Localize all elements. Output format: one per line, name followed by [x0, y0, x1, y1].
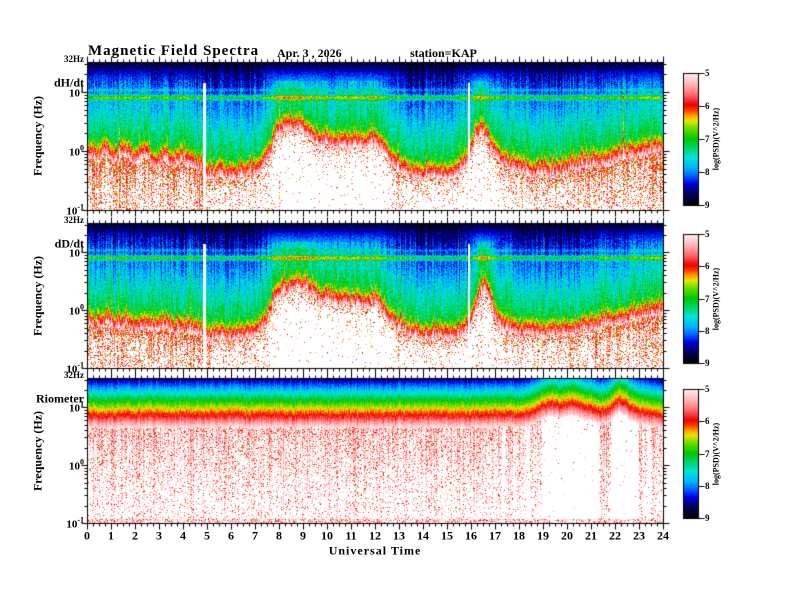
panel-label: dH/dt: [53, 75, 84, 90]
x-tick-label: 12: [369, 528, 381, 543]
station-label: station=KAP: [410, 46, 477, 60]
y-tick-base: 10: [66, 518, 78, 531]
x-tick-label: 3: [156, 528, 162, 543]
colorbar-tick-label: -7: [702, 448, 710, 459]
x-tick-label: 16: [465, 528, 477, 543]
y-tick-exp: 0: [80, 457, 84, 467]
colorbar-unit-label: log(PSD)(V^2/Hz): [711, 267, 721, 330]
y-tick-base: 10: [69, 402, 80, 415]
y-tick-base: 10: [69, 460, 80, 473]
colorbar-tick-label: -7: [702, 293, 710, 304]
x-tick-label: 7: [252, 528, 258, 543]
y-tick-label: 101: [69, 400, 84, 415]
y-tick-label: 101: [69, 245, 84, 260]
x-tick-label: 0: [84, 528, 90, 543]
x-tick-label: 5: [204, 528, 210, 543]
y-tick-exp: -1: [77, 360, 84, 370]
x-tick-label: 10: [321, 528, 333, 543]
colorbar-tick-label: -5: [702, 68, 710, 78]
x-tick-label: 13: [393, 528, 405, 543]
freq-top-label: 32Hz: [64, 370, 84, 380]
y-tick-label: 100: [69, 458, 84, 473]
x-tick-label: 17: [489, 528, 501, 543]
x-tick-label: 23: [633, 528, 645, 543]
y-axis-title: Frequency (Hz): [30, 410, 45, 491]
colorbar-tick-label: -6: [702, 261, 710, 272]
y-tick-base: 10: [66, 363, 78, 376]
y-tick-label: 101: [69, 85, 84, 100]
y-tick-label: 100: [69, 303, 84, 318]
x-tick-label: 20: [561, 528, 573, 543]
figure-date: Apr. 3 , 2026: [277, 46, 342, 60]
y-tick-exp: 0: [80, 302, 84, 312]
x-tick-label: 11: [345, 528, 357, 543]
colorbar-tick-label: -8: [702, 325, 710, 336]
colorbar-tick-label: -5: [702, 229, 710, 239]
x-tick-label: 4: [180, 528, 186, 543]
freq-top-label: 32Hz: [64, 215, 84, 225]
colorbar-tick-label: -7: [702, 134, 710, 144]
colorbar-unit-label: log(PSD)(V^2/Hz): [711, 107, 721, 171]
y-tick-exp: 1: [80, 399, 84, 409]
colorbar-tick-label: -9: [702, 200, 710, 210]
x-tick-label: 1: [108, 528, 114, 543]
x-tick-label: 14: [417, 528, 429, 543]
panel-label: Riometer: [36, 391, 84, 406]
x-tick-label: 8: [276, 528, 282, 543]
y-tick-label: 10-1: [66, 516, 84, 531]
x-tick-label: 15: [441, 528, 453, 543]
x-tick-label: 2: [132, 528, 138, 543]
colorbar-tick-label: -5: [702, 384, 710, 394]
x-tick-label: 21: [585, 528, 597, 543]
colorbar-unit-label: log(PSD)(V^2/Hz): [711, 422, 721, 485]
figure-title: Magnetic Field Spectra: [88, 43, 260, 59]
x-tick-label: 9: [300, 528, 306, 543]
y-tick-label: 10-1: [66, 203, 84, 218]
x-axis-title: Universal Time: [328, 543, 422, 558]
colorbar-tick-label: -8: [702, 480, 710, 491]
y-axis-title: Frequency (Hz): [30, 255, 45, 336]
x-tick-label: 6: [228, 528, 234, 543]
y-tick-exp: -1: [77, 202, 84, 212]
colorbar-tick-label: -6: [702, 101, 710, 111]
x-tick-label: 19: [537, 528, 549, 543]
colorbar-tick-label: -6: [702, 416, 710, 427]
colorbar-tick-label: -9: [702, 513, 710, 523]
x-tick-label: 22: [609, 528, 621, 543]
y-tick-base: 10: [69, 87, 80, 100]
y-tick-base: 10: [69, 146, 80, 159]
y-tick-base: 10: [66, 205, 78, 218]
colorbar-tick-label: -8: [702, 167, 710, 177]
colorbar-tick-label: -9: [702, 358, 710, 368]
y-tick-label: 100: [69, 144, 84, 159]
freq-top-label: 32Hz: [64, 54, 84, 64]
y-tick-base: 10: [69, 305, 80, 318]
x-tick-label: 18: [513, 528, 525, 543]
y-tick-exp: 0: [80, 143, 84, 153]
panel-label: dD/dt: [54, 236, 84, 251]
y-tick-exp: 1: [80, 84, 84, 94]
y-tick-label: 10-1: [66, 361, 84, 376]
y-tick-exp: 1: [80, 244, 84, 254]
y-tick-base: 10: [69, 247, 80, 260]
x-tick-label: 24: [657, 528, 669, 543]
y-tick-exp: -1: [77, 515, 84, 525]
y-axis-title: Frequency (Hz): [30, 95, 45, 177]
